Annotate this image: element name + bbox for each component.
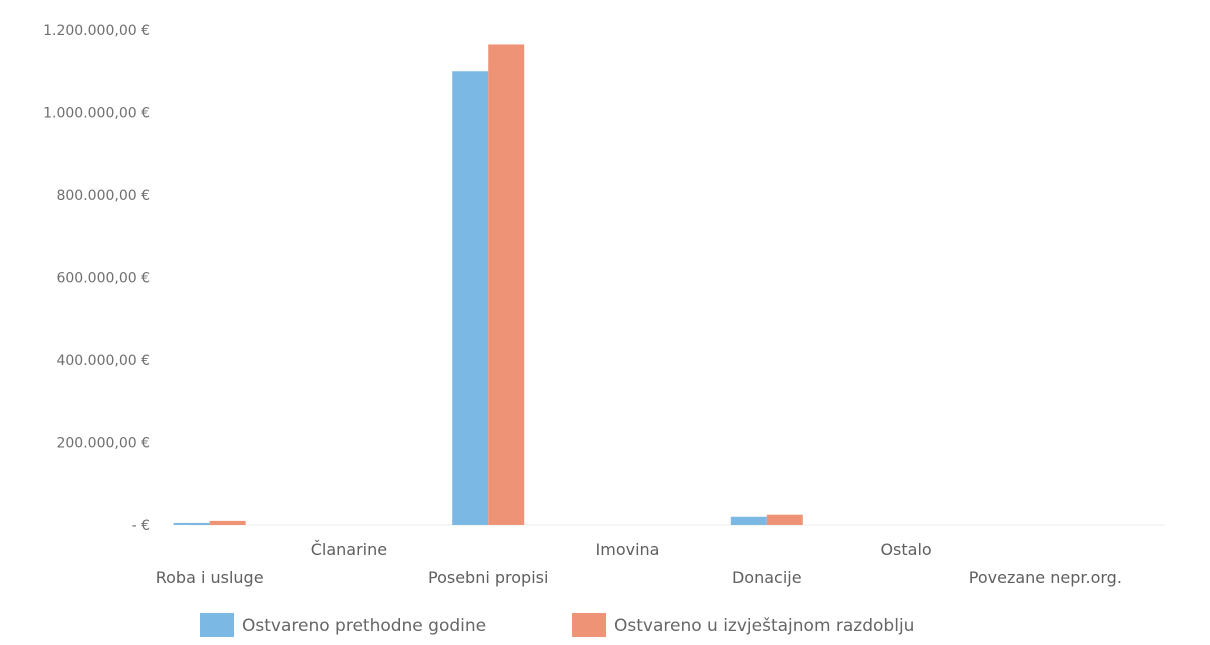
x-tick-label: Članarine (311, 540, 387, 559)
x-tick-label: Roba i usluge (156, 568, 264, 587)
y-tick-label: 800.000,00 € (56, 188, 150, 204)
bar-roba-i-usluge-series-1 (173, 522, 210, 525)
bar-donacije-series-2 (766, 514, 803, 525)
x-tick-label: Posebni propisi (428, 568, 548, 587)
y-tick-label: - € (132, 518, 150, 534)
y-tick-label: 400.000,00 € (56, 353, 150, 369)
legend-label-series-2: Ostvareno u izvještajnom razdoblju (614, 616, 914, 636)
y-tick-label: 600.000,00 € (56, 271, 150, 287)
x-tick-label: Donacije (732, 568, 802, 587)
legend-swatch-series-1 (200, 613, 234, 637)
bar-posebni-propisi-series-2 (488, 44, 525, 525)
legend-label-series-1: Ostvareno prethodne godine (242, 616, 486, 636)
bar-roba-i-usluge-series-2 (209, 520, 246, 525)
x-tick-label: Povezane nepr.org. (969, 568, 1122, 587)
legend-swatch-series-2 (572, 613, 606, 637)
x-tick-label: Imovina (596, 540, 660, 559)
y-tick-label: 1.000.000,00 € (43, 106, 150, 122)
y-tick-label: 1.200.000,00 € (43, 23, 150, 39)
bar-posebni-propisi-series-1 (452, 71, 489, 525)
x-tick-label: Ostalo (880, 540, 931, 559)
bar-donacije-series-1 (730, 516, 767, 525)
y-tick-label: 200.000,00 € (56, 436, 150, 452)
